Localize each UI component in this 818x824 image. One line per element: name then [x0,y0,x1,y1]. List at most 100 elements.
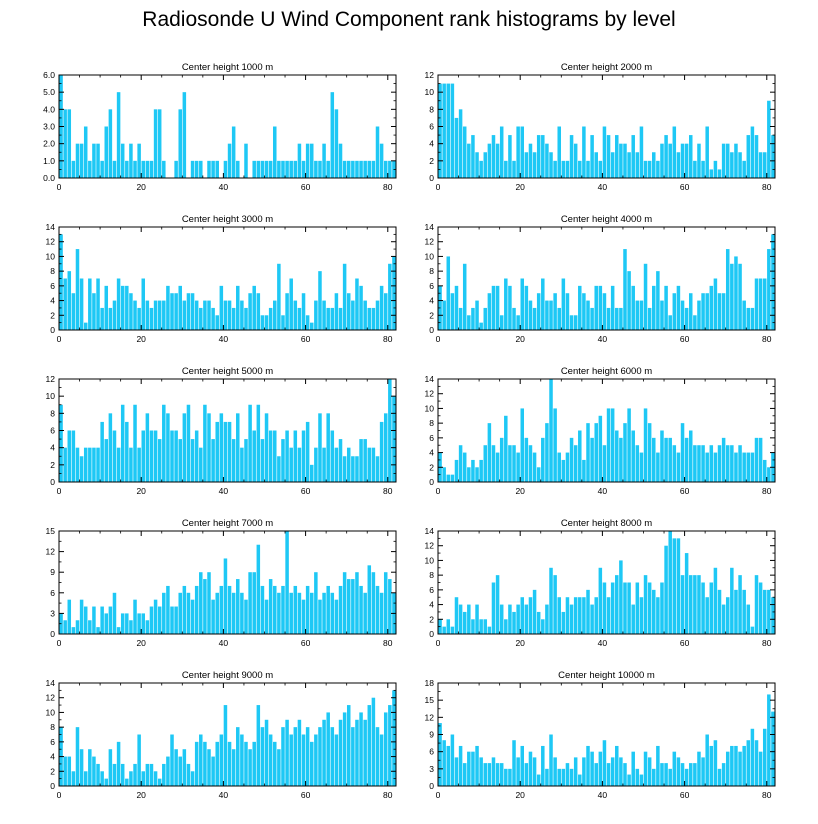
x-tick-label: 40 [598,334,608,344]
histogram-bar [606,597,611,634]
histogram-bar [277,456,281,482]
histogram-bar [499,437,504,482]
histogram-bar [462,126,467,178]
histogram-bar [108,749,113,786]
histogram-bar [446,745,451,786]
histogram-bar [75,249,80,330]
histogram-bar [458,604,463,634]
y-tick-label: 18 [425,678,435,688]
histogram-bar [462,763,467,786]
histogram-bar [573,597,578,634]
histogram-bar [578,774,582,786]
histogram-bar [219,285,224,330]
histogram-bar [252,285,256,330]
histogram-bar [190,439,195,482]
histogram-bar [88,160,92,178]
histogram-bar [285,430,289,482]
histogram-bar [240,300,244,330]
histogram-bar [71,430,76,482]
histogram-bar [713,452,718,482]
histogram-bar [248,293,252,330]
histogram-bar [504,415,508,482]
histogram-bar [483,152,488,178]
y-tick-label: 4 [50,296,55,306]
histogram-bar [721,763,726,786]
histogram-bar [504,278,508,330]
histogram-bar [709,285,714,330]
histogram-bar [116,447,121,482]
histogram-bar [561,459,566,482]
histogram-bar [536,774,541,786]
histogram-bar [79,278,84,330]
histogram-bar [149,307,154,330]
y-tick-label: 14 [425,374,435,384]
histogram-bar [590,604,594,634]
histogram-bar [273,741,277,786]
histogram-bar [355,160,359,178]
y-tick-label: 10 [425,555,435,565]
histogram-bar [153,599,158,634]
histogram-bar [383,160,388,178]
y-tick-label: 4 [50,443,55,453]
histogram-bar [582,126,586,178]
histogram-bar [660,763,664,786]
histogram-bar [133,599,137,634]
histogram-bar [363,160,367,178]
panel-title: Center height 2000 m [561,62,652,73]
histogram-bar [656,452,660,482]
histogram-bar [88,278,92,330]
histogram-bar [260,727,265,786]
panel-title: Center height 5000 m [182,366,273,377]
y-tick-label: 5.0 [43,87,55,97]
histogram-bar [557,597,561,634]
histogram-bar [71,627,76,634]
histogram-bar [606,763,611,786]
histogram-bar [178,285,182,330]
histogram-bar [379,285,384,330]
histogram-bar [236,579,240,634]
histogram-bar [709,582,714,634]
histogram-bar [561,278,566,330]
histogram-bar [561,611,566,634]
histogram-bar [594,597,598,634]
histogram-bar [631,751,635,786]
histogram-bar [758,751,763,786]
histogram-bar [664,437,668,482]
histogram-bar [582,293,586,330]
histogram-bar [351,579,355,634]
y-tick-label: 8 [429,570,434,580]
panel-title: Center height 8000 m [561,518,652,529]
histogram-bar [623,143,627,178]
y-tick-label: 6 [429,281,434,291]
histogram-bar [767,589,771,634]
histogram-bar [652,437,656,482]
y-tick-label: 3 [429,764,434,774]
histogram-bar [248,572,252,634]
histogram-bar [367,565,372,634]
histogram-bar [446,83,451,178]
histogram-bar [446,256,451,330]
histogram-bar [520,408,525,482]
histogram-bar [569,135,574,178]
histogram-bar [63,447,67,482]
histogram-bar [573,315,578,330]
histogram-bar [256,404,261,482]
histogram-bar [721,437,726,482]
histogram-bar [207,572,211,634]
y-tick-label: 10 [46,391,56,401]
histogram-bar [244,741,248,786]
histogram-bar [643,263,648,330]
histogram-bar [170,430,174,482]
histogram-bar [351,300,355,330]
histogram-bar [141,430,146,482]
histogram-bar [67,756,72,786]
histogram-panel-4: Center height 4000 m 0 2 4 6 8 10 12 14 0 20 40 60 80 [425,214,776,344]
histogram-bar [516,757,520,786]
histogram-bar [252,160,256,178]
histogram-bar [104,613,109,634]
histogram-bar [326,413,330,482]
histogram-bar [676,285,681,330]
histogram-bar [363,300,367,330]
histogram-bar [248,404,252,482]
